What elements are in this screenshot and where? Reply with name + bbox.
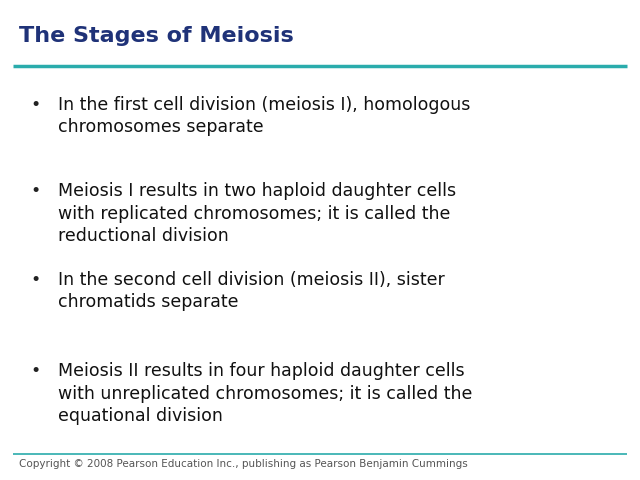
Text: Meiosis II results in four haploid daughter cells
with unreplicated chromosomes;: Meiosis II results in four haploid daugh… (58, 362, 472, 425)
Text: Copyright © 2008 Pearson Education Inc., publishing as Pearson Benjamin Cummings: Copyright © 2008 Pearson Education Inc.,… (19, 459, 468, 469)
Text: In the first cell division (meiosis I), homologous
chromosomes separate: In the first cell division (meiosis I), … (58, 96, 470, 136)
Text: •: • (30, 362, 40, 380)
Text: •: • (30, 271, 40, 289)
Text: •: • (30, 182, 40, 201)
Text: Meiosis I results in two haploid daughter cells
with replicated chromosomes; it : Meiosis I results in two haploid daughte… (58, 182, 456, 245)
Text: •: • (30, 96, 40, 114)
Text: The Stages of Meiosis: The Stages of Meiosis (19, 26, 294, 47)
Text: In the second cell division (meiosis II), sister
chromatids separate: In the second cell division (meiosis II)… (58, 271, 444, 312)
